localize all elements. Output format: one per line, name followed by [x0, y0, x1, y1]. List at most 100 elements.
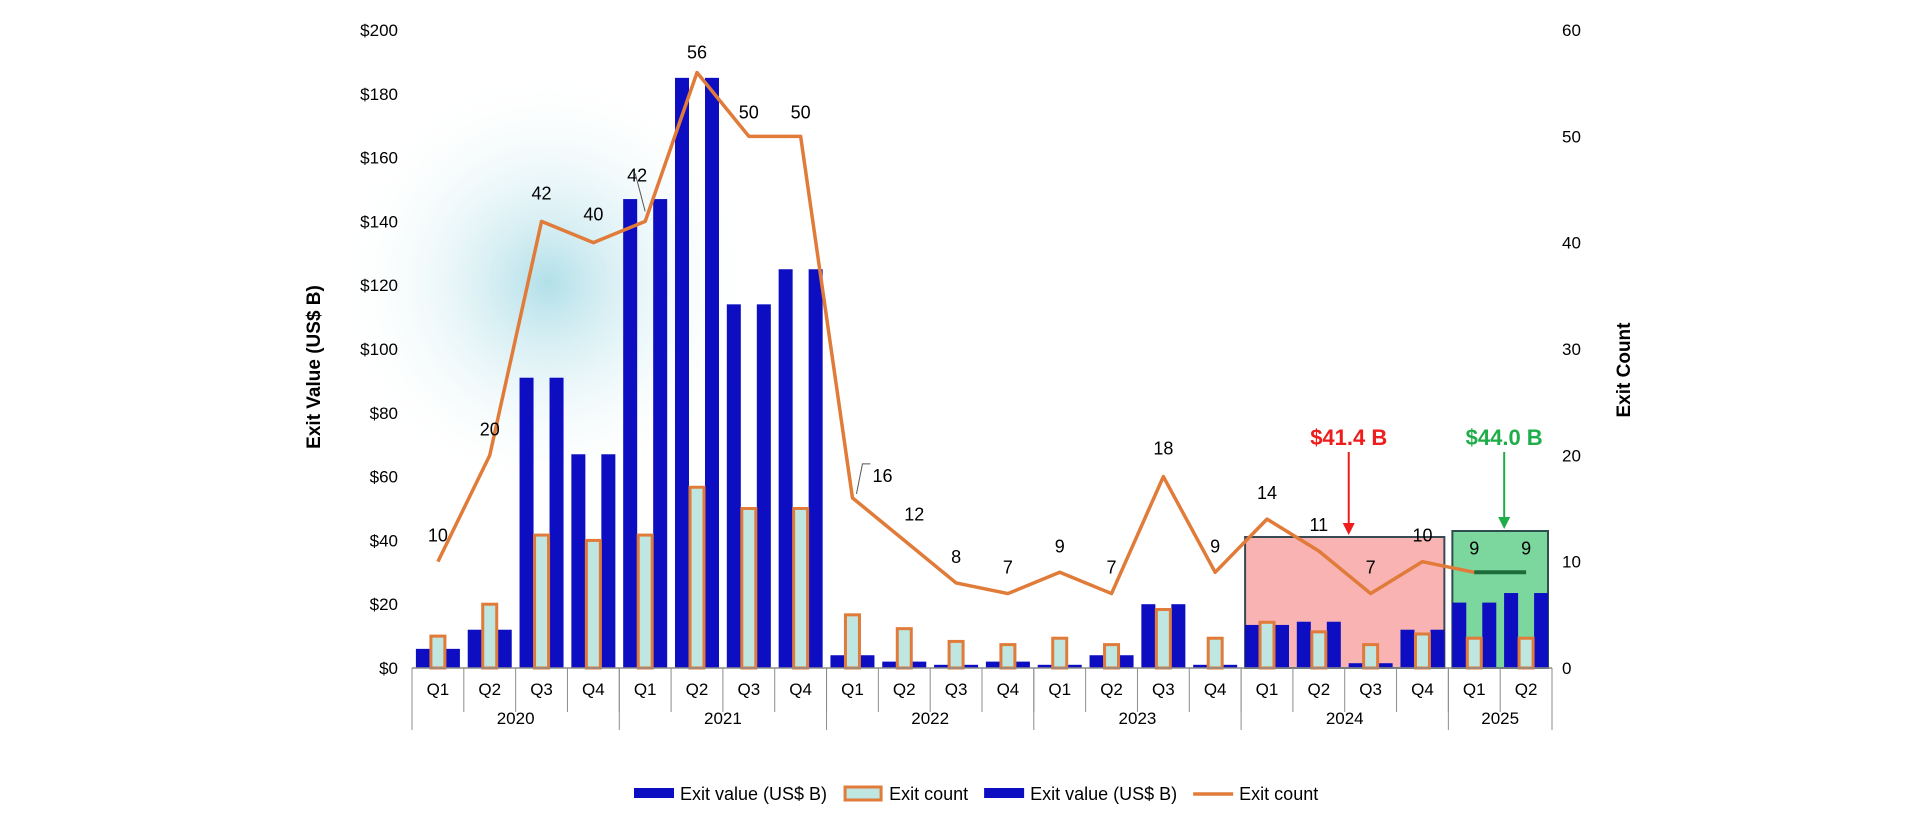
exit-value-bar-2 — [1534, 593, 1549, 668]
year-label: 2024 — [1326, 709, 1364, 728]
leader-line — [634, 173, 646, 212]
data-label: 9 — [1521, 538, 1531, 558]
legend-label: Exit count — [1239, 784, 1318, 804]
leader-line — [855, 463, 871, 494]
quarter-label: Q3 — [530, 680, 553, 699]
data-label: 50 — [791, 102, 811, 122]
exit-value-bar-2 — [756, 304, 771, 668]
data-label: 16 — [872, 466, 892, 486]
exit-count-bar — [999, 643, 1017, 670]
exit-value-bar — [675, 77, 689, 669]
y-left-tick-label: $200 — [360, 21, 398, 40]
exit-value-bar-2 — [1275, 624, 1289, 668]
exit-count-bar — [481, 602, 499, 670]
data-label: 11 — [1309, 515, 1328, 535]
data-label: 10 — [1412, 526, 1432, 546]
quarter-label: Q1 — [1256, 680, 1279, 699]
exit-value-bar-2 — [549, 377, 564, 668]
exit-value-bar — [1245, 624, 1259, 668]
exit-count-bar — [1517, 636, 1535, 670]
exit-value-bar — [519, 377, 534, 668]
year-label: 2021 — [704, 709, 742, 728]
y-right-tick-label: 30 — [1562, 340, 1581, 359]
exit-count-bar — [947, 639, 965, 670]
exit-count-bar — [429, 634, 447, 670]
y-right-tick-label: 50 — [1562, 127, 1581, 146]
exit-value-bar — [1141, 604, 1156, 668]
exit-count-bar — [1310, 630, 1328, 670]
y-left-axis-title: Exit Value (US$ B) — [304, 285, 325, 449]
y-left-tick-label: $20 — [370, 595, 398, 614]
exit-count-bar — [1362, 643, 1380, 670]
exit-value-bar — [882, 661, 897, 668]
y-left-tick-label: $180 — [360, 85, 398, 104]
exit-value-bar-2 — [497, 629, 512, 668]
data-label: 18 — [1153, 439, 1173, 459]
exit-count-bar — [1258, 620, 1276, 670]
exit-value-bar-2 — [1067, 664, 1082, 668]
exit-value-bar-2 — [445, 648, 460, 668]
exit-value-bar — [985, 661, 1000, 668]
exit-value-bar-2 — [1223, 664, 1238, 668]
exit-value-bar — [1400, 629, 1415, 668]
legend-label: Exit value (US$ B) — [1030, 784, 1177, 804]
exit-value-bar-2 — [808, 269, 823, 668]
exit-value-bar — [1037, 664, 1052, 668]
quarter-label: Q2 — [686, 680, 709, 699]
callout-arrowhead — [1498, 517, 1511, 529]
data-label: 7 — [1107, 558, 1117, 578]
exit-count-bar — [1413, 632, 1431, 670]
exit-value-bar-2 — [1015, 661, 1030, 668]
legend-label: Exit count — [889, 784, 968, 804]
exit-value-bar — [726, 304, 741, 668]
y-left-tick-label: $140 — [360, 212, 398, 231]
y-left-tick-label: $100 — [360, 340, 398, 359]
y-left-tick-label: $80 — [370, 404, 398, 423]
year-label: 2025 — [1481, 709, 1519, 728]
y-left-tick-label: $160 — [360, 149, 398, 168]
exit-count-bar — [1206, 636, 1224, 670]
exit-value-bar — [1452, 602, 1467, 668]
exit-value-bar — [1089, 655, 1104, 668]
data-label: 40 — [583, 205, 603, 225]
data-label: 8 — [951, 547, 961, 567]
exit-count-bar — [792, 507, 810, 670]
exit-value-bar — [571, 454, 586, 668]
exit-value-bar-2 — [1482, 602, 1497, 668]
exit-count-bar — [1103, 643, 1121, 670]
exit-count-bar — [636, 533, 654, 670]
quarter-label: Q4 — [789, 680, 812, 699]
exit-value-bar-2 — [1171, 604, 1186, 668]
exit-value-bar-2 — [601, 454, 616, 668]
y-left-tick-label: $120 — [360, 276, 398, 295]
exit-value-bar-2 — [705, 77, 719, 669]
data-label: 7 — [1366, 558, 1376, 578]
data-label: 7 — [1003, 558, 1013, 578]
data-label: 20 — [480, 419, 500, 439]
background-glow — [338, 68, 758, 498]
legend: Exit value (US$ B) Exit count Exit value (… — [634, 784, 1318, 804]
exit-value-bar — [934, 664, 949, 668]
data-label: 56 — [687, 43, 707, 63]
quarter-label: Q4 — [582, 680, 605, 699]
exit-value-bar — [1348, 663, 1363, 668]
exit-count-bar — [843, 613, 861, 670]
data-label: 14 — [1257, 483, 1277, 503]
exit-count-bar — [895, 627, 913, 670]
quarter-label: Q2 — [1100, 680, 1123, 699]
exit-value-bar — [830, 655, 845, 668]
exit-value-bar-2 — [1119, 655, 1134, 668]
highlight-callout-label: $41.4 B — [1310, 425, 1387, 450]
exit-count-line — [436, 70, 1527, 596]
exit-value-bar-2 — [1378, 663, 1393, 668]
quarter-label: Q1 — [634, 680, 657, 699]
exit-value-bar-2 — [912, 661, 927, 668]
exit-value-bar — [1296, 621, 1311, 668]
y-right-tick-label: 40 — [1562, 234, 1581, 253]
exit-value-bar-2 — [1430, 629, 1445, 668]
data-label: 42 — [627, 165, 647, 185]
data-label: 12 — [904, 504, 924, 524]
quarter-label: Q3 — [1152, 680, 1175, 699]
year-label: 2020 — [497, 709, 535, 728]
